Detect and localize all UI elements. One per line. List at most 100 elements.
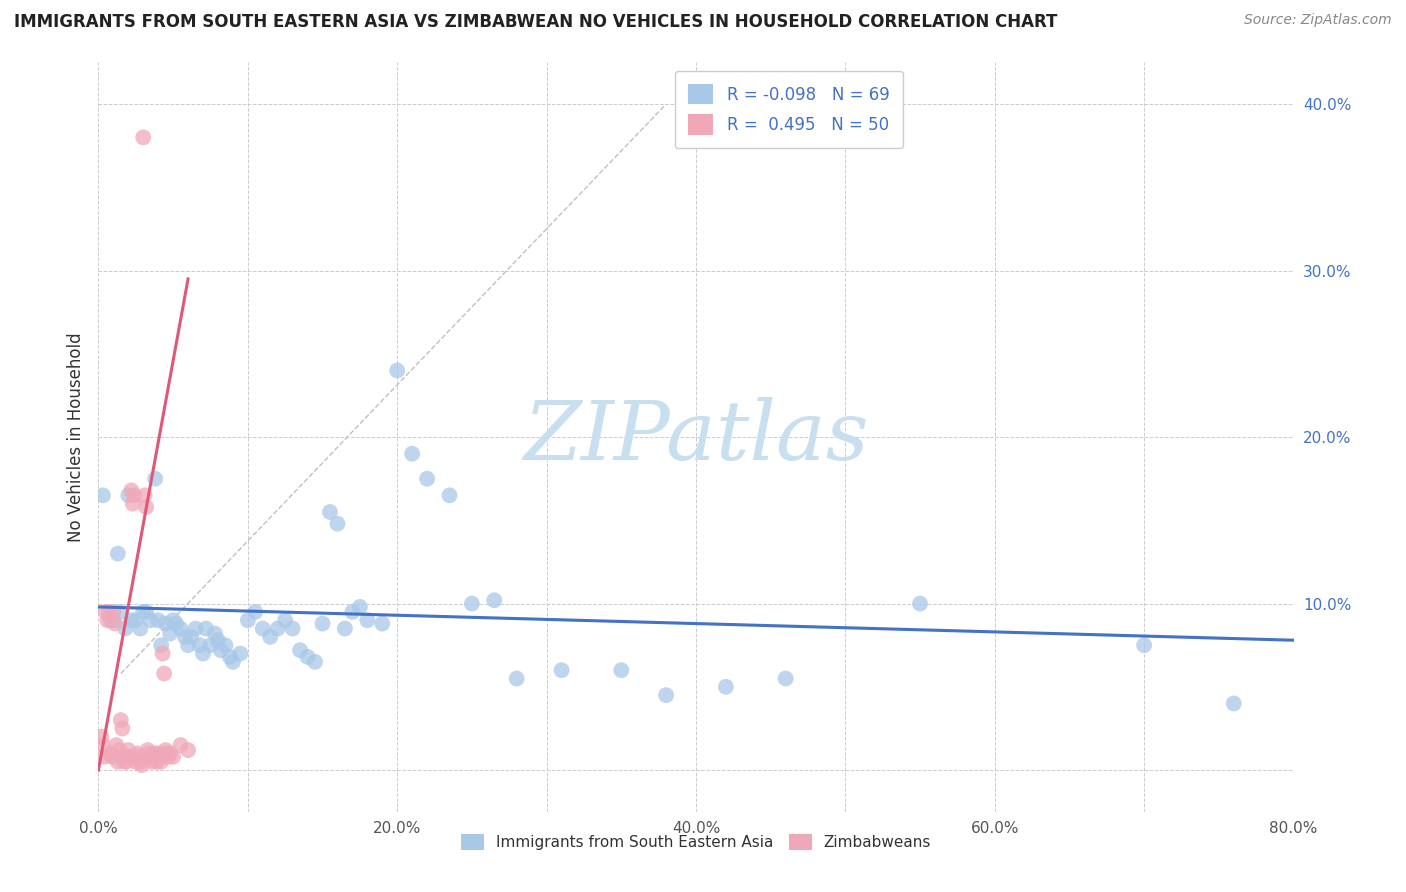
Point <box>1223 697 1246 711</box>
Point <box>184 622 207 636</box>
Point <box>204 626 226 640</box>
Point <box>371 616 394 631</box>
Point <box>219 649 242 664</box>
Text: ZIPatlas: ZIPatlas <box>523 397 869 477</box>
Point <box>143 747 166 761</box>
Point <box>222 655 245 669</box>
Point <box>94 605 117 619</box>
Point <box>136 743 159 757</box>
Point <box>165 616 187 631</box>
Point <box>90 730 112 744</box>
Point <box>267 622 290 636</box>
Point <box>101 749 124 764</box>
Point <box>311 616 333 631</box>
Point <box>155 743 177 757</box>
Point <box>319 505 342 519</box>
Point <box>356 613 378 627</box>
Point <box>127 747 149 761</box>
Point <box>91 488 114 502</box>
Point <box>153 666 176 681</box>
Point <box>550 663 572 677</box>
Point <box>401 447 423 461</box>
Point <box>169 738 191 752</box>
Point <box>152 647 174 661</box>
Point <box>125 755 148 769</box>
Point <box>236 613 259 627</box>
Point <box>115 755 138 769</box>
Point <box>245 605 267 619</box>
Point <box>156 747 179 761</box>
Point <box>461 597 484 611</box>
Point <box>91 738 114 752</box>
Point <box>655 688 678 702</box>
Point <box>169 622 191 636</box>
Point <box>135 500 157 514</box>
Point <box>297 649 319 664</box>
Point <box>229 647 252 661</box>
Point <box>98 747 122 761</box>
Point <box>439 488 461 502</box>
Point <box>159 626 181 640</box>
Point <box>385 363 409 377</box>
Point <box>129 622 152 636</box>
Point <box>326 516 349 531</box>
Point <box>209 643 232 657</box>
Point <box>120 613 142 627</box>
Point <box>610 663 633 677</box>
Text: IMMIGRANTS FROM SOUTH EASTERN ASIA VS ZIMBABWEAN NO VEHICLES IN HOUSEHOLD CORREL: IMMIGRANTS FROM SOUTH EASTERN ASIA VS ZI… <box>14 13 1057 31</box>
Point <box>162 749 184 764</box>
Point <box>139 749 162 764</box>
Point <box>157 749 180 764</box>
Point <box>104 616 127 631</box>
Point <box>207 633 229 648</box>
Point <box>214 638 236 652</box>
Point <box>274 613 297 627</box>
Point <box>96 613 118 627</box>
Point <box>484 593 506 607</box>
Point <box>142 749 165 764</box>
Point <box>177 638 200 652</box>
Point <box>135 605 157 619</box>
Point <box>98 613 122 627</box>
Point <box>150 638 173 652</box>
Point <box>191 647 214 661</box>
Point <box>1133 638 1156 652</box>
Point <box>155 616 177 631</box>
Point <box>120 483 142 498</box>
Point <box>134 488 156 502</box>
Text: Source: ZipAtlas.com: Source: ZipAtlas.com <box>1244 13 1392 28</box>
Point <box>131 758 153 772</box>
Point <box>416 472 439 486</box>
Point <box>188 638 211 652</box>
Point <box>177 743 200 757</box>
Point <box>103 605 125 619</box>
Point <box>908 597 931 611</box>
Point <box>775 672 797 686</box>
Point <box>103 613 125 627</box>
Point <box>118 749 141 764</box>
Point <box>112 755 135 769</box>
Point <box>121 497 143 511</box>
Point <box>162 613 184 627</box>
Point <box>200 638 222 652</box>
Point <box>114 622 136 636</box>
Point <box>333 622 356 636</box>
Point <box>148 613 170 627</box>
Point <box>132 130 155 145</box>
Point <box>349 599 371 614</box>
Point <box>111 722 134 736</box>
Point <box>180 630 202 644</box>
Point <box>138 747 160 761</box>
Point <box>150 755 173 769</box>
Point <box>342 605 364 619</box>
Point <box>159 747 181 761</box>
Point <box>97 605 120 619</box>
Point <box>110 713 132 727</box>
Point <box>125 613 148 627</box>
Point <box>129 755 152 769</box>
Point <box>117 488 139 502</box>
Point <box>108 743 131 757</box>
Point <box>141 755 163 769</box>
Point <box>107 547 129 561</box>
Point <box>304 655 326 669</box>
